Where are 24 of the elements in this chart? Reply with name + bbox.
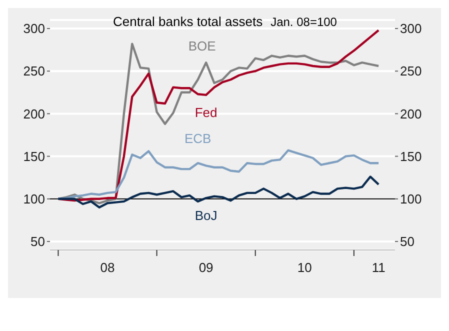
y-tick-label: 250 bbox=[23, 64, 45, 79]
y2-tick-label: 300 bbox=[400, 21, 422, 36]
series-label: Fed bbox=[194, 104, 218, 120]
series-label: BoJ bbox=[194, 208, 218, 224]
line-series bbox=[57, 149, 380, 200]
y2-tick-label: 100 bbox=[400, 192, 422, 207]
x-tick-label: 10 bbox=[297, 260, 312, 275]
y-tick-label: 50 bbox=[30, 234, 45, 250]
y2-tick-label: 150 bbox=[400, 148, 422, 164]
x-tick-label: 11 bbox=[372, 260, 386, 275]
series-label: BOE bbox=[188, 38, 216, 54]
y2-tick-label: 200 bbox=[400, 106, 422, 122]
x-tick-label: 09 bbox=[198, 260, 214, 275]
y2-tick-label: 50 bbox=[400, 234, 414, 250]
series-label: ECB bbox=[184, 131, 212, 146]
chart-subtitle: Jan. 08=100 bbox=[270, 15, 337, 29]
y2-tick-label: 250 bbox=[400, 64, 422, 79]
y-tick-label: 150 bbox=[23, 148, 45, 164]
chart-title: Central banks total assets bbox=[113, 14, 263, 29]
line-series bbox=[57, 176, 380, 209]
x-tick-label: 08 bbox=[100, 260, 115, 275]
y-tick-label: 100 bbox=[23, 192, 45, 207]
y-tick-label: 300 bbox=[23, 21, 45, 36]
y-tick-label: 200 bbox=[23, 106, 45, 122]
